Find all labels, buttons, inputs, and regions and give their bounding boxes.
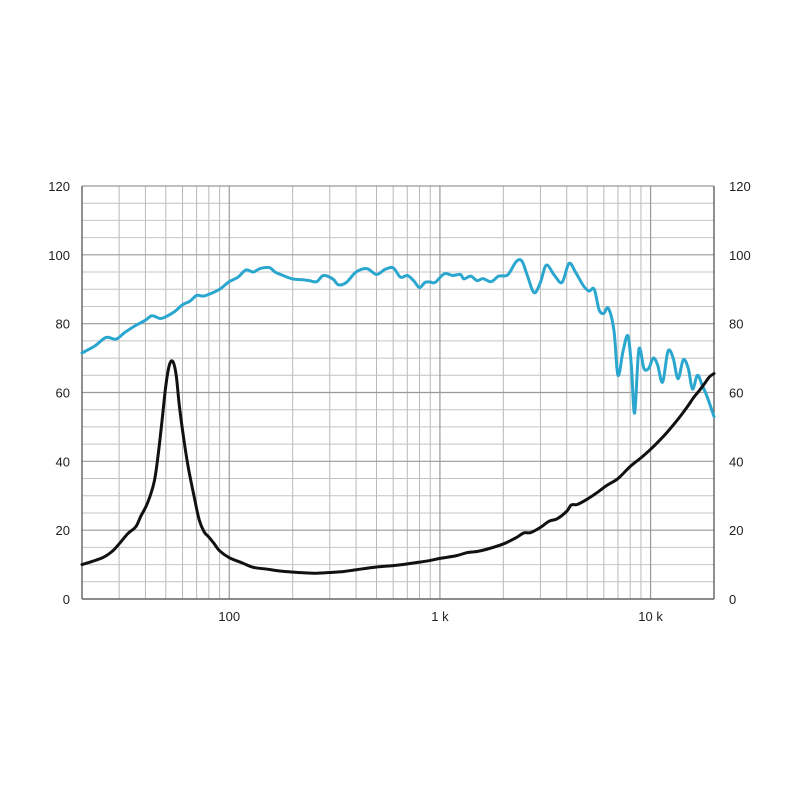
x-tick-label: 10 k (638, 609, 663, 624)
series-line-black (80, 359, 716, 575)
y-tick-label-left: 20 (56, 523, 70, 538)
series-line-blue (80, 258, 716, 419)
y-tick-label-right: 80 (729, 317, 743, 332)
series-layer (80, 258, 716, 575)
y-tick-label-left: 40 (56, 454, 70, 469)
tick-labels: 0 20 40 60 80 100 120 0 20 40 60 80 100 120 100 1 k 10 k (48, 179, 750, 624)
y-tick-label-right: 20 (729, 523, 743, 538)
y-tick-label-left: 100 (48, 248, 70, 263)
y-tick-label-right: 60 (729, 386, 743, 401)
y-tick-label-right: 100 (729, 248, 751, 263)
y-tick-label-left: 80 (56, 317, 70, 332)
axes (81, 186, 715, 600)
y-tick-label-right: 40 (729, 454, 743, 469)
y-tick-label-left: 120 (48, 179, 70, 194)
y-tick-label-right: 120 (729, 179, 751, 194)
y-tick-label-right: 0 (729, 592, 736, 607)
y-tick-label-left: 0 (63, 592, 70, 607)
x-tick-label: 100 (218, 609, 240, 624)
x-tick-label: 1 k (431, 609, 449, 624)
y-tick-label-left: 60 (56, 386, 70, 401)
